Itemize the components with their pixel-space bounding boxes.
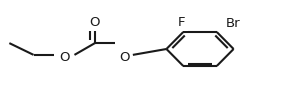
Text: Br: Br xyxy=(225,17,240,30)
Text: F: F xyxy=(178,16,185,29)
Text: O: O xyxy=(119,51,129,64)
Text: O: O xyxy=(90,16,100,29)
Text: O: O xyxy=(59,51,69,64)
